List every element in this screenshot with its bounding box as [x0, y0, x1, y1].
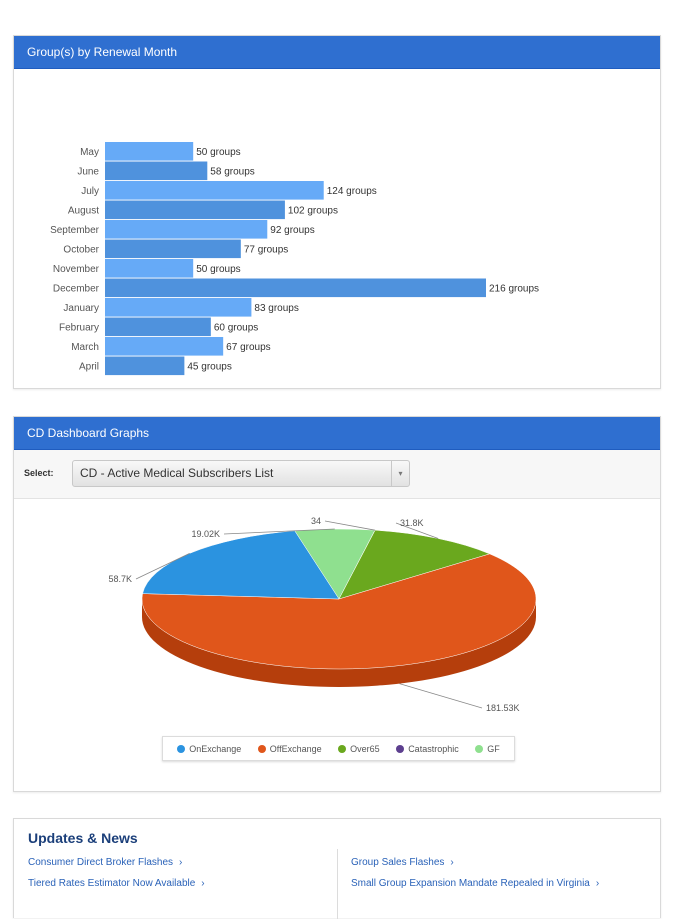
- bar-data-label: 45 groups: [187, 361, 231, 372]
- bar-category-label: March: [71, 342, 99, 353]
- pie-leader-line: [135, 552, 190, 580]
- bar-april[interactable]: [105, 356, 185, 376]
- bar-category-label: June: [77, 166, 99, 177]
- chevron-down-icon[interactable]: ▾: [391, 461, 409, 486]
- bar-august[interactable]: [105, 200, 285, 220]
- bar-data-label: 77 groups: [244, 244, 288, 255]
- bar-june[interactable]: [105, 161, 208, 181]
- legend-item-offexchange[interactable]: OffExchange: [257, 743, 322, 754]
- pie-slice-offexchange[interactable]: [141, 553, 537, 670]
- bar-category-label: April: [79, 361, 99, 372]
- bar-december[interactable]: [105, 278, 486, 298]
- dashboard-graphs-panel: CD Dashboard Graphs Select: CD - Active …: [13, 416, 661, 792]
- bar-february[interactable]: [105, 317, 211, 337]
- bar-category-label: May: [80, 147, 99, 158]
- legend-label: Catastrophic: [408, 743, 459, 754]
- news-divider: [337, 849, 338, 919]
- pie-data-label: 34: [311, 516, 321, 526]
- news-title: Updates & News: [28, 830, 138, 846]
- legend-item-onexchange[interactable]: OnExchange: [177, 744, 241, 754]
- bar-category-label: February: [59, 322, 99, 333]
- bar-data-label: 83 groups: [254, 303, 298, 314]
- bar-category-label: January: [63, 303, 99, 314]
- legend-pie-icon: [475, 744, 484, 753]
- subscribers-pie-chart: 19.02K 34 31.8K 181.53K 58.7K: [108, 516, 537, 713]
- bar-may[interactable]: [105, 142, 194, 161]
- bar-category-label: October: [63, 244, 99, 255]
- pie-slice-onexchange[interactable]: [142, 530, 340, 600]
- pie-data-label: 19.02K: [191, 529, 220, 539]
- bar-category-label: November: [53, 264, 100, 275]
- pie-leader-line: [399, 683, 483, 709]
- chevron-right-icon: ›: [201, 878, 205, 889]
- news-left-column: Consumer Direct Broker Flashes › Tiered R…: [28, 856, 205, 898]
- legend-label: GF: [487, 743, 500, 754]
- bar-data-label: 124 groups: [327, 186, 377, 197]
- legend-pie-icon: [396, 744, 405, 753]
- legend-label: OnExchange: [189, 743, 242, 754]
- select-row: Select: CD - Active Medical Subscribers …: [14, 450, 660, 499]
- bar-october[interactable]: [105, 239, 241, 259]
- legend-item-gf[interactable]: GF: [475, 744, 500, 754]
- renewal-panel-title: Group(s) by Renewal Month: [14, 36, 660, 69]
- bar-data-label: 50 groups: [196, 264, 240, 275]
- pie-data-label: 181.53K: [486, 703, 520, 713]
- bar-category-label: August: [68, 205, 99, 216]
- report-select-dropdown[interactable]: CD - Active Medical Subscribers List ▾: [72, 460, 410, 487]
- pie-legend: OnExchange OffExchange Over65 Catastrophic G…: [162, 736, 515, 761]
- pie-data-label: 31.8K: [400, 518, 424, 528]
- chevron-right-icon: ›: [595, 878, 600, 889]
- bar-category-label: December: [53, 283, 100, 294]
- bar-data-label: 60 groups: [214, 322, 258, 333]
- updates-news-panel: Updates & News Consumer Direct Broker Fl…: [13, 818, 661, 919]
- legend-pie-icon: [338, 744, 347, 753]
- bar-january[interactable]: [105, 298, 252, 317]
- pie-leader-line: [324, 520, 376, 531]
- legend-label: OffExchange: [269, 743, 322, 754]
- bar-category-label: September: [50, 225, 100, 236]
- legend-item-over65[interactable]: Over65: [338, 744, 380, 754]
- bar-september[interactable]: [105, 220, 268, 239]
- bar-data-label: 58 groups: [210, 166, 254, 177]
- bar-data-label: 67 groups: [226, 342, 270, 353]
- pie-side-offexchange: [142, 599, 536, 687]
- bar-data-label: 92 groups: [270, 225, 314, 236]
- news-right-column: Group Sales Flashes › Small Group Expansi…: [351, 856, 599, 898]
- chevron-right-icon: ›: [179, 857, 183, 868]
- pie-leader-line: [223, 528, 335, 535]
- bar-march[interactable]: [105, 337, 224, 356]
- pie-leader-line: [395, 522, 439, 539]
- chevron-right-icon: ›: [450, 857, 454, 868]
- news-link-small-group[interactable]: Small Group Expansion Mandate Repealed i…: [351, 878, 600, 889]
- legend-pie-icon: [177, 744, 186, 753]
- news-link-tiered-rates[interactable]: Tiered Rates Estimator Now Available ›: [28, 878, 205, 889]
- bar-data-label: 50 groups: [196, 147, 240, 158]
- news-link-consumer-direct[interactable]: Consumer Direct Broker Flashes ›: [28, 857, 183, 868]
- pie-slice-over65[interactable]: [338, 529, 491, 600]
- bar-july[interactable]: [105, 181, 324, 200]
- legend-pie-icon: [257, 744, 266, 753]
- news-link-group-sales[interactable]: Group Sales Flashes ›: [351, 857, 454, 868]
- bar-category-label: July: [81, 186, 99, 197]
- bar-november[interactable]: [105, 259, 194, 278]
- renewal-month-panel: Group(s) by Renewal Month May 50 groups Ju…: [13, 35, 661, 389]
- bar-data-label: 216 groups: [489, 283, 539, 294]
- pie-data-label: 58.7K: [108, 574, 132, 584]
- legend-item-catastrophic[interactable]: Catastrophic: [396, 744, 459, 754]
- select-label: Select:: [24, 468, 54, 478]
- dashboard-panel-title: CD Dashboard Graphs: [14, 417, 660, 450]
- legend-label: Over65: [350, 743, 380, 754]
- select-value: CD - Active Medical Subscribers List: [80, 466, 274, 480]
- renewal-bar-chart: May 50 groups June 58 groups July 124 groups A…: [50, 142, 539, 376]
- bar-data-label: 102 groups: [288, 205, 338, 216]
